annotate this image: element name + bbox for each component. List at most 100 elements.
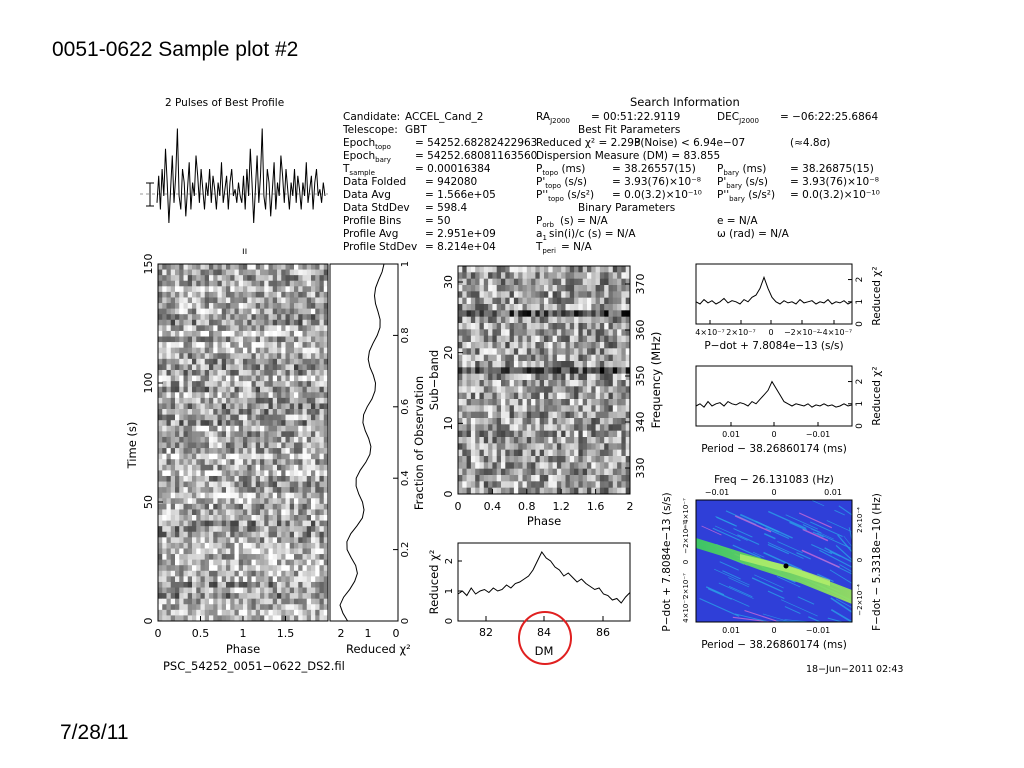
subband-cell bbox=[470, 462, 476, 470]
subband-cell bbox=[479, 481, 485, 489]
subband-cell bbox=[556, 335, 562, 343]
time-phase-cell bbox=[183, 570, 189, 577]
time-phase-cell bbox=[298, 581, 303, 588]
time-phase-cell bbox=[204, 598, 210, 605]
time-phase-cell bbox=[183, 537, 189, 544]
subband-cell bbox=[535, 411, 541, 419]
subband-cell bbox=[492, 304, 498, 311]
time-phase-cell bbox=[200, 314, 206, 321]
time-phase-cell bbox=[213, 308, 218, 315]
subband-cell bbox=[466, 424, 472, 432]
time-phase-cell bbox=[234, 448, 240, 455]
time-phase-cell bbox=[260, 403, 265, 410]
time-phase-cell bbox=[264, 509, 269, 516]
subband-cell bbox=[505, 310, 510, 318]
time-phase-cell bbox=[247, 386, 252, 393]
subband-cell bbox=[509, 342, 515, 349]
time-phase-cell bbox=[175, 559, 180, 566]
time-phase-cell bbox=[255, 593, 261, 600]
time-phase-cell bbox=[209, 487, 214, 494]
subband-cell bbox=[591, 367, 596, 375]
time-phase-cell bbox=[306, 509, 312, 516]
subband-cell bbox=[483, 285, 489, 292]
subband-cell bbox=[479, 475, 485, 482]
time-phase-cell bbox=[209, 325, 214, 332]
time-phase-cell bbox=[281, 319, 286, 326]
time-phase-cell bbox=[192, 314, 197, 321]
subband-cell bbox=[539, 304, 545, 311]
time-phase-cell bbox=[255, 570, 261, 577]
time-phase-cell bbox=[221, 559, 227, 566]
time-phase-cell bbox=[162, 509, 167, 516]
subband-cell bbox=[539, 348, 545, 356]
subband-cell bbox=[488, 354, 493, 362]
subband-cell bbox=[518, 316, 523, 324]
time-phase-cell bbox=[158, 275, 163, 282]
time-phase-cell bbox=[247, 325, 252, 332]
time-phase-cell bbox=[323, 548, 329, 555]
subband-cell bbox=[539, 380, 545, 387]
time-phase-cell bbox=[294, 537, 299, 544]
subband-cell bbox=[505, 304, 510, 311]
time-phase-cell bbox=[264, 609, 269, 616]
subband-cell bbox=[539, 367, 545, 375]
time-phase-cell bbox=[311, 520, 316, 527]
subband-cell bbox=[544, 386, 549, 394]
subband-cell bbox=[475, 418, 480, 425]
time-phase-cell bbox=[162, 303, 167, 310]
subband-cell bbox=[496, 405, 502, 413]
subband-cell bbox=[458, 354, 463, 362]
time-phase-cell bbox=[221, 353, 227, 360]
time-phase-cell bbox=[170, 442, 176, 449]
time-phase-cell bbox=[213, 481, 218, 488]
time-phase-cell bbox=[187, 264, 193, 270]
p-bary-value: = 38.26875(15) bbox=[790, 163, 874, 175]
time-phase-cell bbox=[204, 593, 210, 600]
time-phase-cell bbox=[175, 503, 180, 510]
time-phase-cell bbox=[294, 509, 299, 516]
subband-cell bbox=[458, 449, 463, 457]
time-phase-cell bbox=[268, 609, 274, 616]
subband-cell bbox=[539, 475, 545, 482]
subband-cell bbox=[479, 367, 485, 375]
time-phase-cell bbox=[264, 570, 269, 577]
time-phase-cell bbox=[277, 487, 282, 494]
subband-cell bbox=[522, 430, 528, 438]
time-phase-cell bbox=[264, 537, 269, 544]
time-phase-cell bbox=[179, 509, 184, 516]
subband-cell bbox=[599, 329, 605, 337]
time-phase-cell bbox=[302, 604, 308, 611]
time-phase-cell bbox=[183, 448, 189, 455]
time-phase-cell bbox=[196, 448, 201, 455]
time-phase-cell bbox=[162, 414, 167, 421]
subband-cell bbox=[612, 462, 618, 470]
time-phase-cell bbox=[187, 303, 193, 310]
time-phase-cell bbox=[226, 520, 231, 527]
time-phase-cell bbox=[192, 347, 197, 354]
subband-cell bbox=[505, 456, 510, 463]
subband-cell bbox=[548, 392, 553, 400]
subband-cell bbox=[518, 278, 523, 286]
time-phase-cell bbox=[311, 448, 316, 455]
time-phase-cell bbox=[311, 609, 316, 616]
chi2-time-line bbox=[339, 263, 385, 622]
time-phase-cell bbox=[311, 381, 316, 388]
ppdot-streak bbox=[767, 590, 785, 600]
time-phase-cell bbox=[285, 565, 291, 572]
time-phase-cell bbox=[251, 264, 257, 270]
subband-cell bbox=[479, 329, 485, 337]
time-phase-cell bbox=[281, 475, 286, 482]
subband-cell bbox=[595, 437, 601, 444]
subband-cell bbox=[574, 481, 579, 489]
subband-cell bbox=[488, 348, 493, 356]
time-phase-cell bbox=[238, 347, 244, 354]
subband-cell bbox=[552, 487, 558, 495]
time-phase-cell bbox=[226, 342, 231, 349]
time-phase-cell bbox=[323, 581, 329, 588]
time-phase-cell bbox=[281, 436, 286, 443]
subband-cell bbox=[561, 373, 566, 381]
time-phase-cell bbox=[170, 420, 176, 427]
subband-cell bbox=[625, 411, 631, 419]
subband-cell bbox=[548, 430, 553, 438]
time-phase-cell bbox=[213, 520, 218, 527]
